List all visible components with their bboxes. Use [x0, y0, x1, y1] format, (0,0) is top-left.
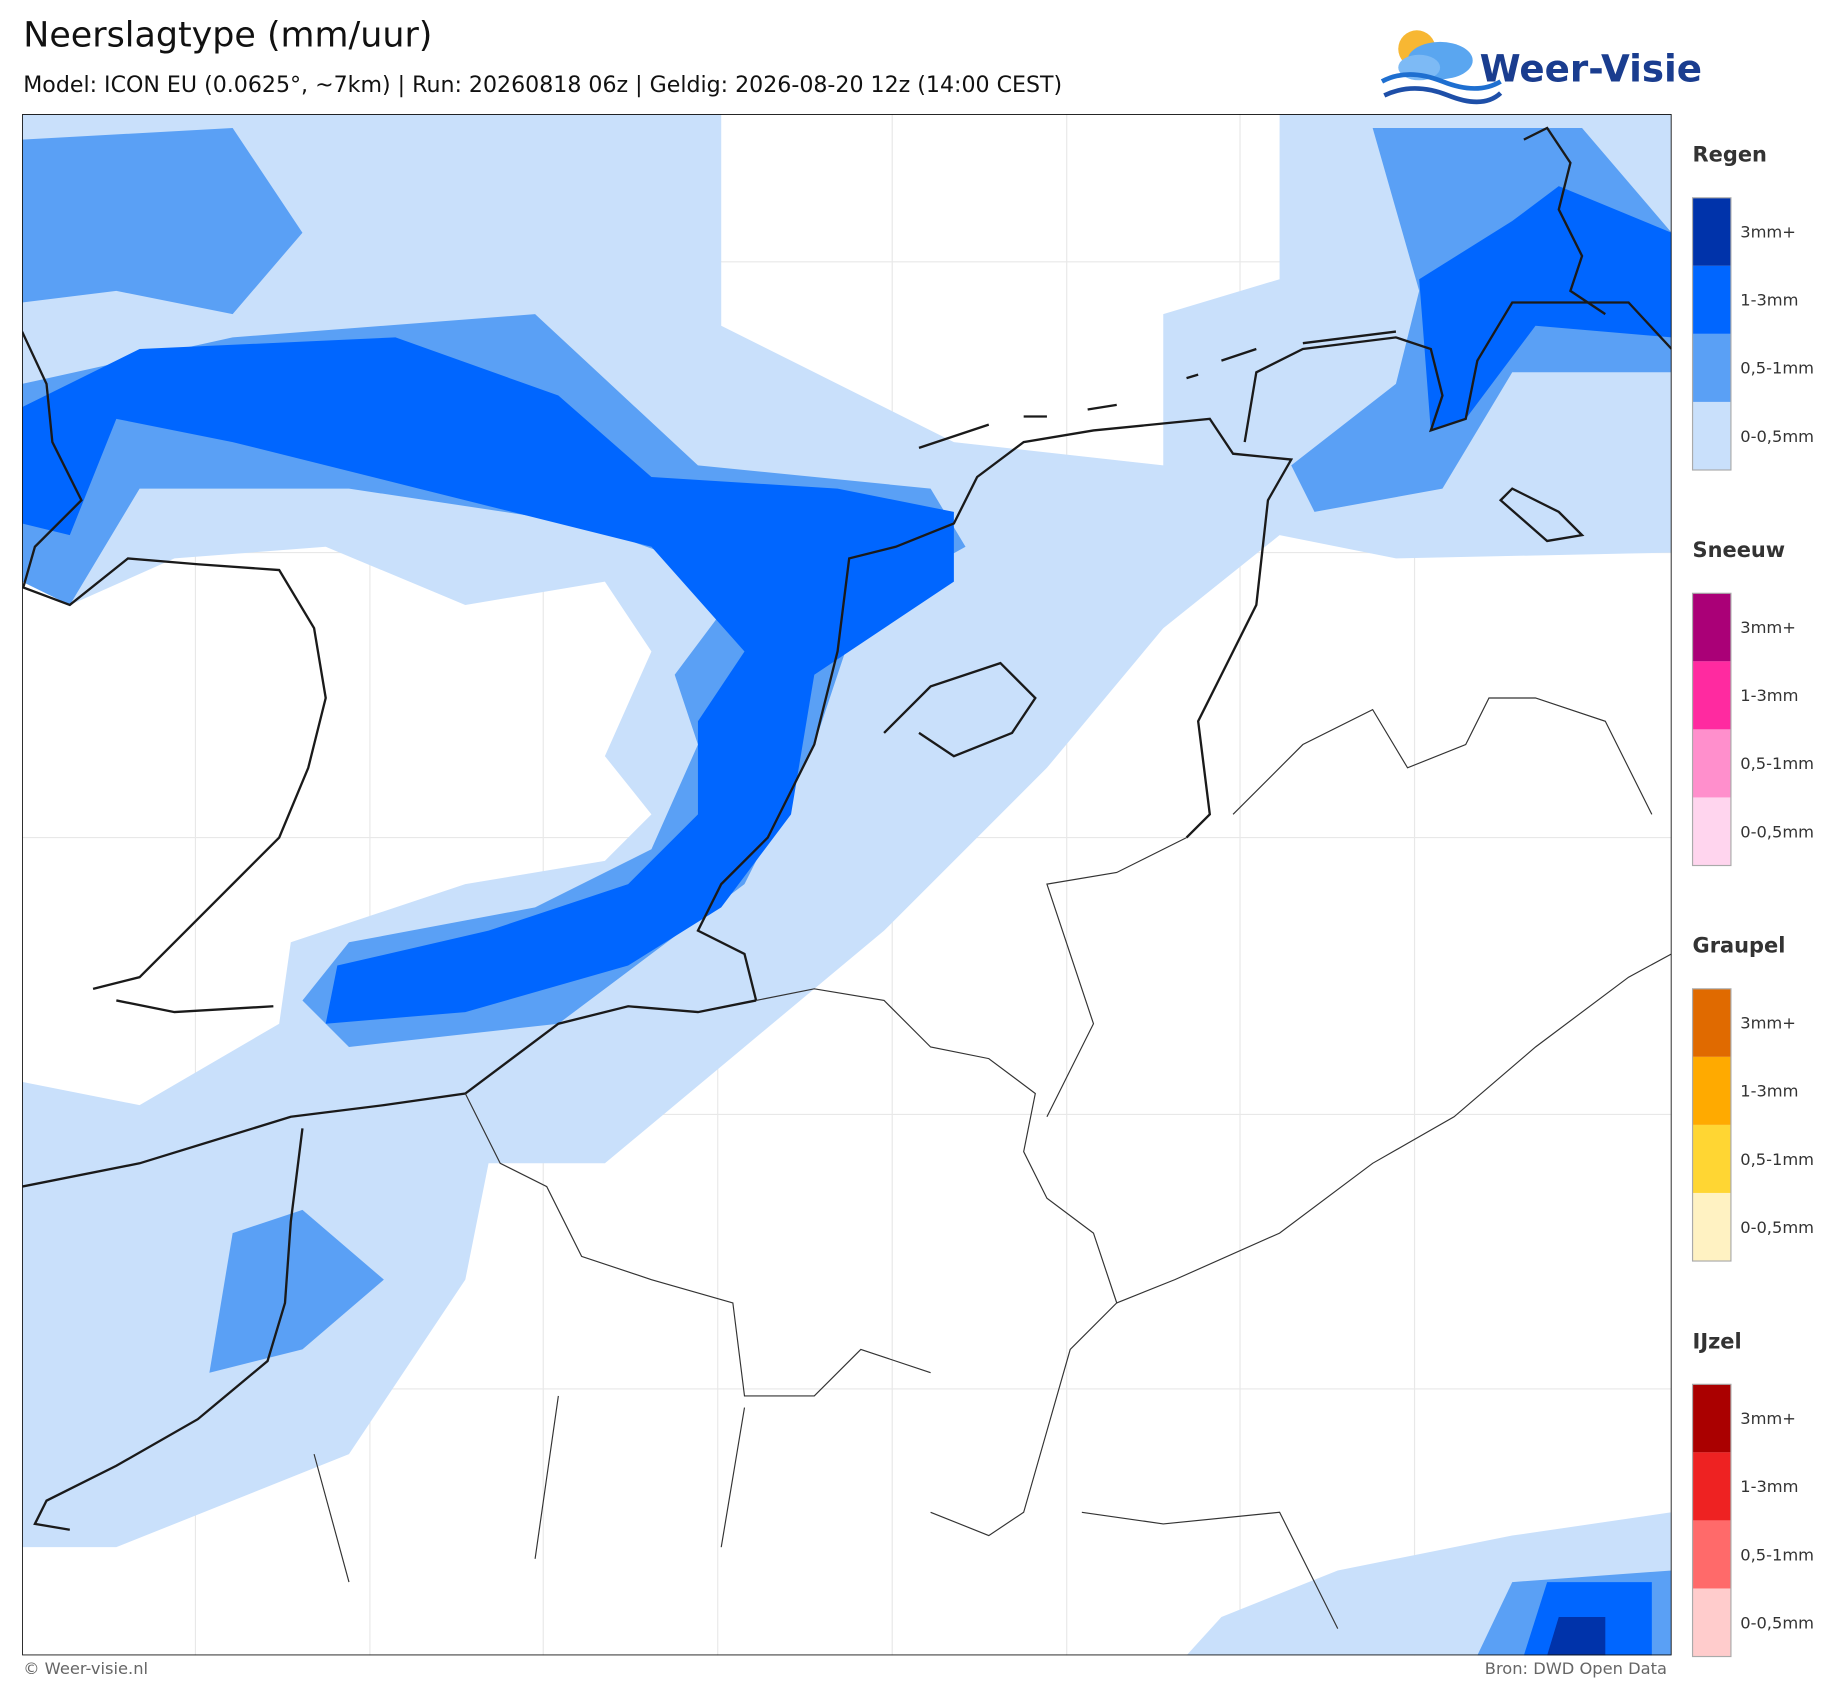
legend-swatch	[1692, 1384, 1731, 1453]
subtitle: Model: ICON EU (0.0625°, ~7km) | Run: 20…	[23, 72, 1062, 98]
legend-label: 0,5-1mm	[1740, 754, 1814, 773]
legend-swatch	[1692, 401, 1731, 470]
logo-text: Weer-Visie	[1480, 46, 1702, 90]
legend-label: 3mm+	[1740, 618, 1796, 637]
legend-label: 1-3mm	[1740, 1477, 1798, 1496]
legend-label: 0-0,5mm	[1740, 1218, 1814, 1237]
legend-swatch	[1692, 729, 1731, 798]
legend-label: 0-0,5mm	[1740, 822, 1814, 841]
footer-right: Bron: DWD Open Data	[1485, 1659, 1667, 1678]
legend-swatch	[1692, 1520, 1731, 1589]
legend-label: 0,5-1mm	[1740, 1545, 1814, 1564]
legend-title: IJzel	[1693, 1329, 1742, 1353]
legend-label: 1-3mm	[1740, 1082, 1798, 1101]
legend-label: 3mm+	[1740, 223, 1796, 242]
legend-label: 0,5-1mm	[1740, 1150, 1814, 1169]
footer-left: © Weer-visie.nl	[23, 1659, 148, 1678]
legend-label: 0,5-1mm	[1740, 359, 1814, 378]
legend: Regen 3mm+ 1-3mm 0,5-1mm 0-0,5mm Sneeuw 3mm+ 1-…	[1691, 143, 1814, 1658]
legend-frame	[1691, 197, 1732, 471]
title: Neerslagtype (mm/uur)	[23, 16, 432, 56]
legend-swatch	[1692, 265, 1731, 334]
logo: Weer-Visie	[1380, 30, 1702, 105]
legend-swatch	[1692, 1056, 1731, 1125]
legend-swatch	[1692, 661, 1731, 730]
legend-frame	[1691, 592, 1732, 867]
legend-title: Sneeuw	[1693, 538, 1786, 562]
legend-label: 1-3mm	[1740, 686, 1798, 705]
legend-label: 3mm+	[1740, 1014, 1796, 1033]
legend-swatch	[1692, 988, 1731, 1057]
legend-frame	[1691, 1383, 1732, 1658]
legend-swatch	[1692, 1192, 1731, 1262]
legend-label: 0-0,5mm	[1740, 1613, 1814, 1632]
borders	[313, 697, 1672, 1629]
legend-label: 0-0,5mm	[1740, 427, 1814, 446]
legend-swatch	[1692, 1452, 1731, 1521]
precipitation	[22, 114, 1672, 1656]
legend-swatch	[1692, 1124, 1731, 1193]
map	[22, 114, 1672, 1656]
legend-title: Regen	[1693, 143, 1767, 167]
legend-label: 3mm+	[1740, 1409, 1796, 1428]
legend-swatch	[1692, 593, 1731, 662]
legend-swatch	[1692, 333, 1731, 402]
legend-swatch	[1692, 197, 1731, 266]
legend-swatch	[1692, 797, 1731, 866]
legend-title: Graupel	[1693, 934, 1786, 958]
legend-swatch	[1692, 1588, 1731, 1657]
legend-frame	[1691, 988, 1732, 1262]
legend-label: 1-3mm	[1740, 291, 1798, 310]
